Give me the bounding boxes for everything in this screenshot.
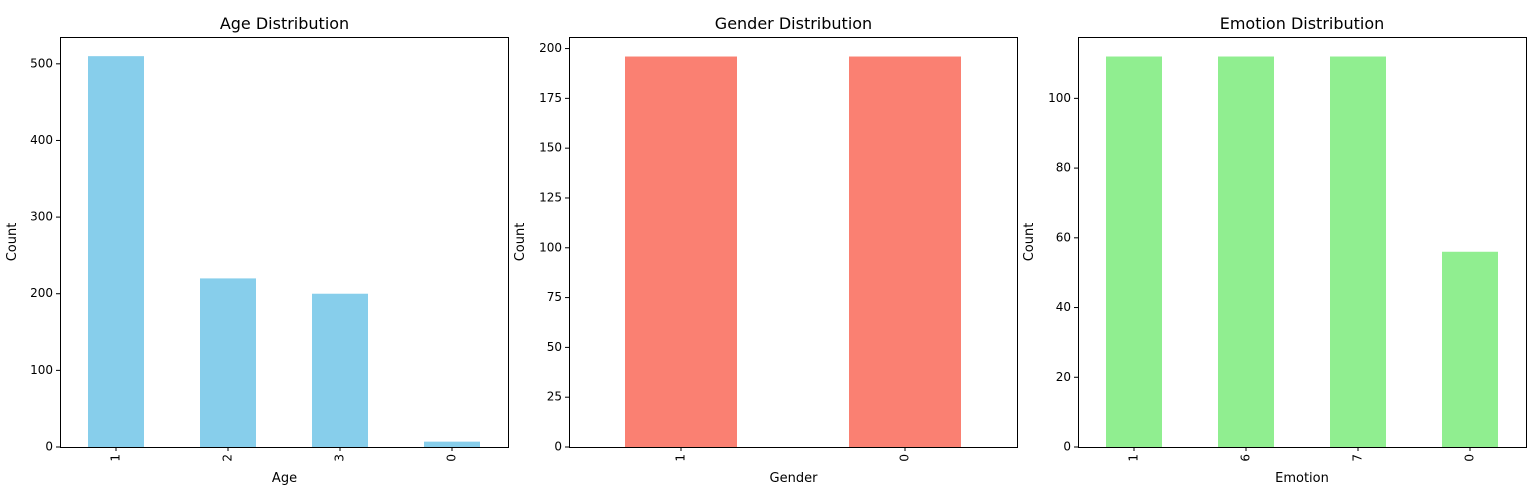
y-tick-label: 60 [1056, 230, 1071, 244]
y-axis-ticks: 0 25 50 75 100 125 150 175 200 [539, 41, 569, 454]
y-tick-label: 20 [1056, 370, 1071, 384]
y-tick-label: 100 [30, 363, 53, 377]
y-tick-label: 0 [45, 440, 53, 454]
y-axis-label: Count [513, 223, 528, 262]
x-axis-label: Emotion [1275, 471, 1329, 486]
y-tick-label: 25 [547, 390, 562, 404]
y-tick-label: 200 [30, 286, 53, 300]
y-tick-label: 100 [1048, 91, 1071, 105]
y-tick-label: 150 [539, 141, 562, 155]
y-tick-label: 80 [1056, 161, 1071, 175]
bar-6 [1218, 56, 1274, 448]
y-tick-label: 500 [30, 56, 53, 70]
x-axis-label: Age [272, 471, 297, 486]
bars [1106, 56, 1498, 448]
bar-0 [424, 441, 480, 447]
x-tick-label: 6 [1239, 454, 1253, 462]
x-tick-label: 1 [109, 454, 123, 462]
y-tick-label: 75 [547, 290, 562, 304]
y-tick-label: 100 [539, 240, 562, 254]
bar-2 [200, 278, 256, 447]
bars [625, 56, 961, 448]
x-tick-label: 1 [1127, 454, 1141, 462]
bar-1 [88, 56, 144, 447]
chart-title: Gender Distribution [715, 14, 872, 33]
y-tick-label: 175 [539, 91, 562, 105]
bar-1 [625, 56, 737, 448]
plot-frame [60, 37, 509, 448]
x-tick-label: 0 [1463, 454, 1477, 462]
y-tick-label: 40 [1056, 300, 1071, 314]
y-tick-label: 400 [30, 133, 53, 147]
bar-7 [1330, 56, 1386, 448]
y-tick-label: 50 [547, 340, 562, 354]
x-tick-label: 2 [221, 454, 235, 462]
x-tick-label: 0 [445, 454, 459, 462]
y-axis-label: Count [1022, 223, 1037, 262]
bar-0 [1442, 251, 1498, 447]
chart-title: Age Distribution [220, 14, 349, 33]
y-axis-ticks: 0 100 200 300 400 500 [30, 56, 60, 454]
plot-frame [569, 37, 1018, 448]
y-tick-label: 300 [30, 210, 53, 224]
x-tick-label: 3 [333, 454, 347, 462]
y-axis-label: Count [5, 223, 20, 262]
chart-title: Emotion Distribution [1220, 14, 1385, 33]
y-tick-label: 0 [554, 440, 562, 454]
x-tick-label: 0 [898, 454, 912, 462]
bars [88, 56, 480, 447]
emotion-distribution-chart: Emotion Distribution Emotion Count 0 20 40… [1022, 14, 1527, 486]
y-tick-label: 125 [539, 190, 562, 204]
x-tick-label: 1 [674, 454, 688, 462]
age-distribution-chart: Age Distribution Age Count 0 100 200 300 400… [5, 14, 509, 486]
y-tick-label: 0 [1063, 440, 1071, 454]
bar-3 [312, 293, 368, 447]
bar-1 [1106, 56, 1162, 448]
gender-distribution-chart: Gender Distribution Gender Count 0 25 50 75… [513, 14, 1018, 486]
y-axis-ticks: 0 20 40 60 80 100 [1048, 91, 1078, 454]
bar-0 [849, 56, 961, 448]
x-axis-ticks: 1 2 3 0 [109, 447, 459, 462]
x-axis-label: Gender [770, 471, 819, 486]
x-tick-label: 7 [1351, 454, 1365, 462]
y-tick-label: 200 [539, 41, 562, 55]
plot-frame [1078, 37, 1527, 448]
